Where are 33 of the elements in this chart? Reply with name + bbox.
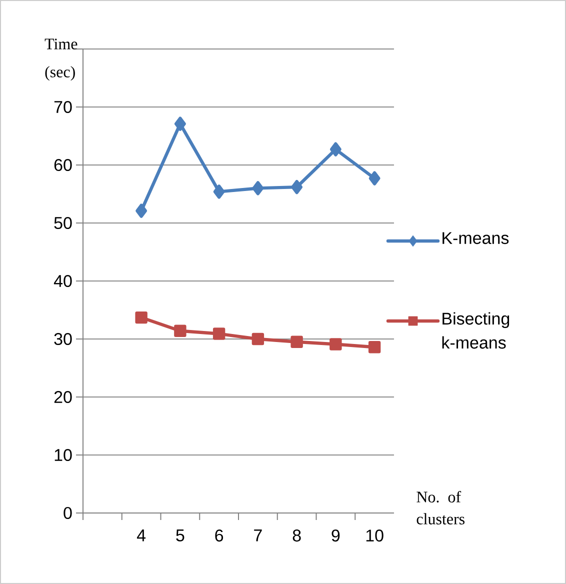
point (136, 204, 148, 218)
y-tick-label: 40 (54, 274, 72, 288)
x-tick-label: 8 (292, 530, 301, 542)
point (174, 324, 186, 337)
y-tick-label: 50 (54, 216, 72, 230)
x-tick-label: 9 (332, 530, 340, 542)
y-tick-label: 60 (54, 158, 72, 172)
x-tick-label: 6 (215, 530, 224, 542)
point (212, 328, 226, 340)
y-axis-title: Time (sec) (44, 38, 78, 81)
point (252, 332, 264, 346)
point (135, 311, 148, 324)
x-tick-label: 4 (136, 530, 146, 542)
legend-label: Bisecting k-means (442, 312, 510, 349)
point (174, 116, 186, 131)
x-tick-label: 7 (254, 530, 262, 542)
y-tick-label: 20 (54, 390, 72, 404)
point (291, 180, 303, 194)
point (213, 184, 225, 199)
x-tick-label: 5 (176, 530, 184, 542)
point (252, 181, 264, 196)
point (330, 142, 342, 156)
point (290, 336, 303, 348)
x-tick-label: 10 (366, 530, 384, 542)
y-tick-label: 30 (54, 332, 72, 346)
y-tick-label: 70 (54, 100, 72, 114)
point (368, 341, 381, 354)
y-tick-label: 0 (64, 506, 72, 520)
point (330, 338, 342, 350)
point (368, 171, 380, 186)
legend-label: K-means (442, 232, 509, 244)
x-axis-title: No. of clusters (416, 491, 464, 524)
y-tick-label: 10 (54, 448, 72, 462)
